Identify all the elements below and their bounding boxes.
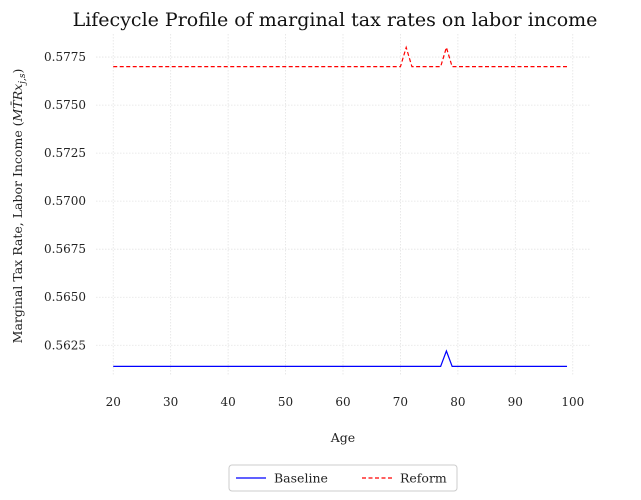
legend-box: [228, 464, 458, 492]
series-line-reform: [113, 45, 568, 68]
x-tick-label: 30: [163, 395, 178, 409]
y-axis-label: Marginal Tax Rate, Labor Income (MT̄Rxj,…: [10, 69, 28, 344]
x-axis-label: Age: [330, 430, 355, 445]
y-axis-label-suffix: ): [10, 69, 25, 74]
y-axis-label-prefix: Marginal Tax Rate, Labor Income (: [10, 121, 25, 343]
legend: Baseline Reform: [228, 464, 458, 492]
y-axis-label-subscript: j,s: [18, 73, 28, 86]
y-tick-label: 0.5775: [44, 50, 86, 64]
y-axis-label-symbol: MT̄Rx: [10, 84, 25, 123]
series-line-baseline: [113, 349, 568, 367]
x-tick-label: 50: [278, 395, 293, 409]
y-tick-label: 0.5700: [44, 194, 86, 208]
x-tick-label: 90: [508, 395, 523, 409]
y-tick-label: 0.5650: [44, 290, 86, 304]
x-tick-label: 70: [393, 395, 408, 409]
x-tick-label: 100: [561, 395, 584, 409]
chart-title: Lifecycle Profile of marginal tax rates …: [73, 9, 598, 31]
legend-label-baseline: Baseline: [274, 471, 328, 486]
x-tick-label: 60: [335, 395, 350, 409]
y-tick-label: 0.5675: [44, 242, 86, 256]
x-tick-label: 20: [106, 395, 121, 409]
series-lines: [113, 45, 568, 367]
y-tick-label: 0.5725: [44, 146, 86, 160]
y-tick-label: 0.5625: [44, 338, 86, 352]
legend-label-reform: Reform: [400, 471, 447, 486]
x-tick-label: 40: [220, 395, 235, 409]
axis-ticks: 20 30 40 50 60 70 80 90 100 0.5625 0.5650 0.5675 0.5…: [44, 50, 584, 409]
grid: [96, 34, 590, 376]
y-tick-label: 0.5750: [44, 98, 86, 112]
x-tick-label: 80: [450, 395, 465, 409]
